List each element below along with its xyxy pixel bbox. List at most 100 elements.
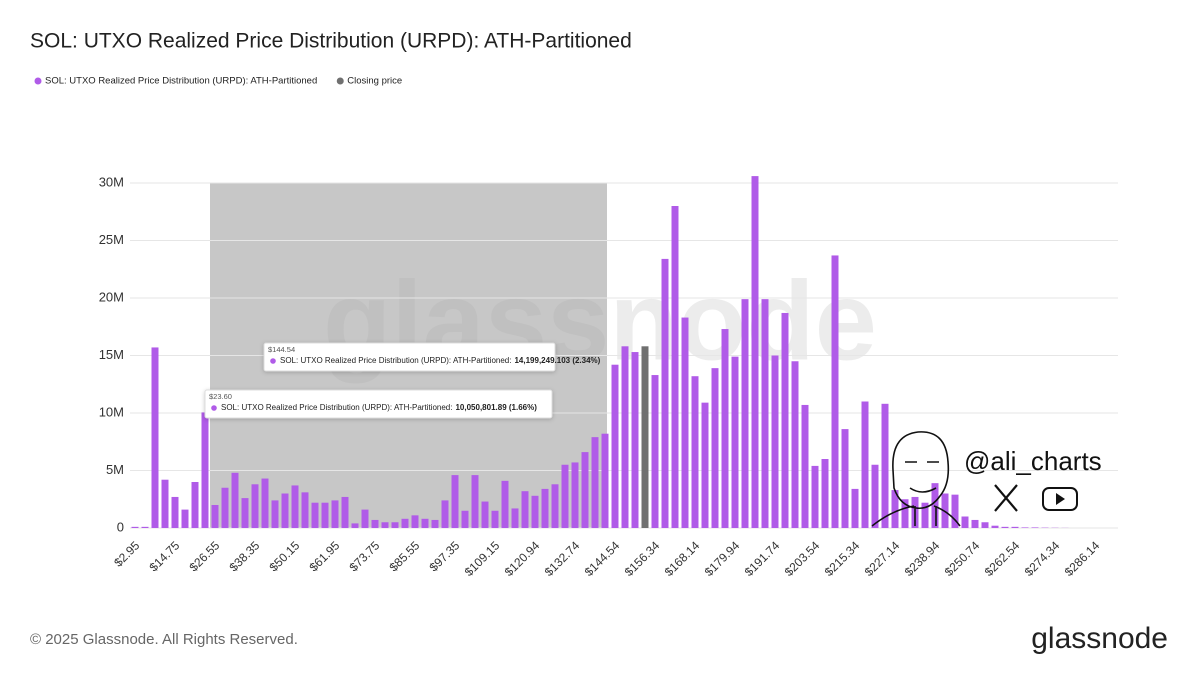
bar — [691, 376, 699, 528]
tooltip: $23.60 SOL: UTXO Realized Price Distribut… — [204, 389, 553, 419]
bar — [721, 329, 729, 528]
tooltip-box — [263, 342, 556, 372]
bar — [631, 352, 639, 528]
bar — [131, 526, 139, 528]
bar — [741, 299, 749, 528]
bar — [531, 495, 539, 528]
bar — [761, 299, 769, 528]
bar — [1011, 526, 1019, 528]
bar — [951, 494, 959, 528]
signature: @ali_charts — [871, 431, 1102, 527]
y-tick-label: 30M — [99, 174, 124, 189]
bar — [621, 346, 629, 528]
bar — [651, 375, 659, 528]
footer: © 2025 Glassnode. All Rights Reserved. — [30, 631, 298, 648]
tooltip-box — [204, 389, 553, 419]
bar — [351, 523, 359, 528]
bar — [481, 501, 489, 528]
bar — [881, 403, 889, 528]
bar — [851, 488, 859, 528]
chart-title: SOL: UTXO Realized Price Distribution (U… — [30, 30, 632, 53]
bar — [561, 464, 569, 528]
bar — [891, 490, 899, 528]
tooltip-value: 10,050,801.89 (1.66%) — [455, 403, 537, 412]
bar — [271, 500, 279, 528]
bar — [861, 401, 869, 528]
bar — [331, 500, 339, 528]
bar — [491, 510, 499, 528]
bar — [901, 499, 909, 528]
youtube-icon — [1042, 487, 1078, 511]
bar — [551, 484, 559, 528]
bar — [541, 488, 549, 528]
bar — [281, 493, 289, 528]
bar — [671, 206, 679, 528]
bar — [251, 484, 259, 528]
bar — [341, 496, 349, 528]
bar — [731, 356, 739, 528]
overlay: $144.54 SOL: UTXO Realized Price Distribu… — [204, 342, 1102, 527]
bar — [811, 465, 819, 528]
bar — [381, 522, 389, 528]
bar — [301, 492, 309, 528]
bar — [181, 509, 189, 528]
bar — [521, 491, 529, 528]
tooltip: $144.54 SOL: UTXO Realized Price Distribu… — [263, 342, 601, 372]
bar — [451, 475, 459, 528]
bar — [641, 346, 649, 528]
bar — [441, 500, 449, 528]
bar — [581, 452, 589, 528]
bar — [771, 355, 779, 528]
bar — [161, 479, 169, 528]
bar — [241, 498, 249, 528]
bar — [801, 404, 809, 528]
bar — [511, 508, 519, 528]
bar — [781, 312, 789, 528]
bar — [191, 482, 199, 528]
tooltip-text: SOL: UTXO Realized Price Distribution (U… — [280, 356, 601, 365]
tooltip-marker — [270, 358, 276, 364]
x-icon — [994, 484, 1018, 512]
bar — [431, 519, 439, 528]
bar — [371, 519, 379, 528]
bar — [681, 317, 689, 528]
legend-marker — [336, 77, 344, 85]
bar — [501, 480, 509, 528]
bar — [321, 502, 329, 528]
bar — [391, 522, 399, 528]
bar — [1031, 527, 1039, 528]
bar — [591, 437, 599, 528]
bar — [1001, 526, 1009, 528]
bar — [751, 176, 759, 528]
bar — [261, 478, 269, 528]
tooltip-x: $144.54 — [268, 345, 295, 354]
bar — [961, 516, 969, 528]
bar — [661, 258, 669, 528]
tooltip-x: $23.60 — [209, 392, 232, 401]
bar — [841, 429, 849, 528]
bar — [701, 402, 709, 528]
bar — [201, 412, 209, 528]
bar — [611, 364, 619, 528]
bar — [401, 518, 409, 528]
logo: glassnode — [1031, 622, 1168, 655]
bar — [231, 472, 239, 528]
y-tick-label: 15M — [99, 347, 124, 362]
bar — [1021, 527, 1029, 528]
y-tick-label: 5M — [106, 462, 124, 477]
bar — [571, 462, 579, 528]
bar — [221, 487, 229, 528]
bar — [921, 502, 929, 528]
bar — [151, 347, 159, 528]
tooltip-marker — [211, 405, 217, 411]
legend-label: SOL: UTXO Realized Price Distribution (U… — [45, 76, 317, 87]
bar — [421, 518, 429, 528]
bar — [361, 509, 369, 528]
youtube-play — [1056, 493, 1065, 505]
bar — [211, 505, 219, 528]
handle: @ali_charts — [964, 446, 1102, 476]
bar — [471, 475, 479, 528]
y-tick-label: 25M — [99, 232, 124, 247]
bar — [711, 368, 719, 528]
